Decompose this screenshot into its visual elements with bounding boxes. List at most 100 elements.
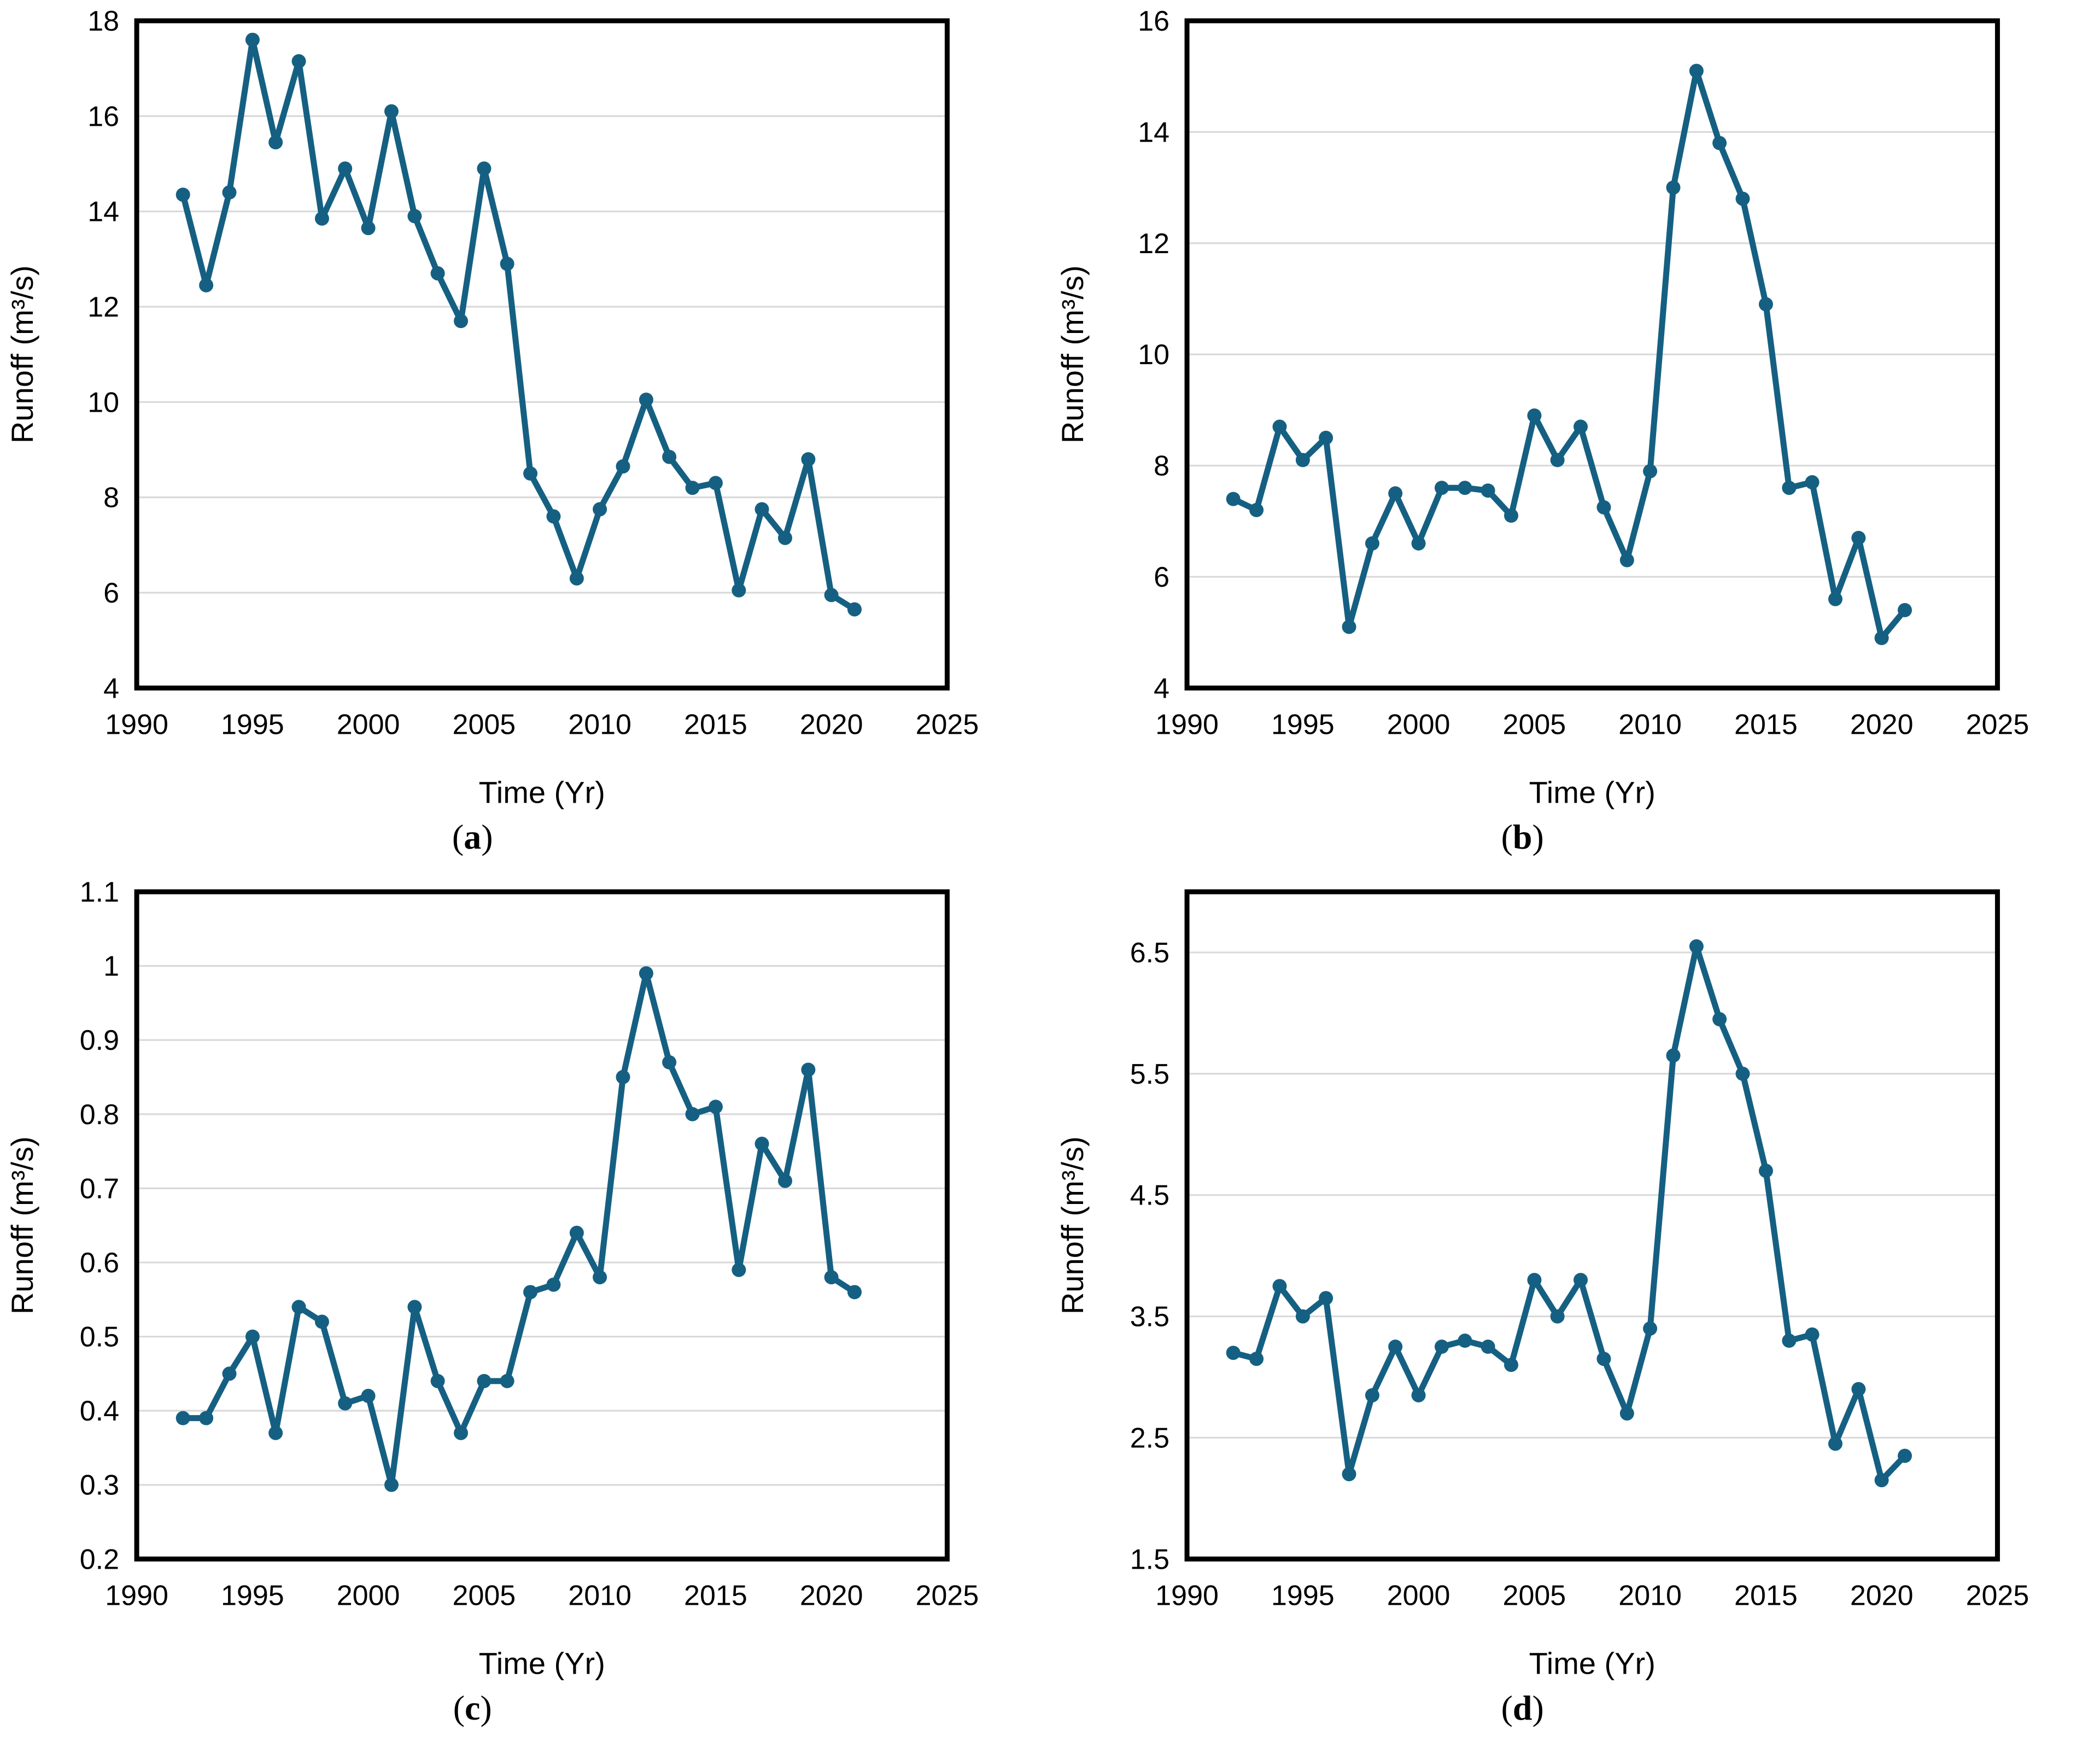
data-point xyxy=(1828,1436,1842,1451)
y-tick-label: 0.4 xyxy=(80,1395,119,1427)
data-point xyxy=(523,1285,538,1300)
plot-border xyxy=(134,889,950,1562)
data-point xyxy=(1388,486,1402,501)
data-point xyxy=(1712,1012,1727,1027)
data-point xyxy=(1596,1352,1611,1366)
x-tick-label: 2005 xyxy=(1502,709,1566,740)
data-point xyxy=(1874,630,1889,645)
caption-letter: a xyxy=(464,817,482,857)
plot-border xyxy=(1184,889,2000,1562)
y-tick-label: 8 xyxy=(1154,451,1169,482)
caption-letter: c xyxy=(465,1688,481,1728)
data-point xyxy=(1504,1358,1518,1372)
y-tick-label: 10 xyxy=(1138,339,1169,371)
data-point xyxy=(1249,1352,1263,1366)
data-point xyxy=(1758,297,1773,312)
x-tick-label: 2010 xyxy=(568,709,631,740)
data-point xyxy=(291,1300,306,1314)
y-tick-label: 12 xyxy=(87,291,119,323)
x-tick-label: 2015 xyxy=(1734,709,1798,740)
chart-a-canvas: 4 6 8 10 12 14 16 18 1990 1995 2000 2005 2010 2015 202… xyxy=(5,5,979,809)
x-tick-label: 1990 xyxy=(1155,709,1219,740)
x-tick-label: 2005 xyxy=(1502,1580,1566,1611)
x-tick-label: 2015 xyxy=(1734,1580,1798,1611)
data-point xyxy=(1805,475,1820,490)
x-tick-label: 1995 xyxy=(1271,1580,1334,1611)
y-tick-label: 6 xyxy=(103,577,119,609)
y-tick-label: 0.3 xyxy=(80,1470,119,1501)
data-point xyxy=(268,1425,283,1440)
data-point xyxy=(1365,1388,1379,1402)
y-tick-label: 16 xyxy=(87,101,119,132)
y-tick-label: 14 xyxy=(87,196,119,228)
caption-close-paren: ) xyxy=(480,1688,492,1728)
data-point xyxy=(593,1270,607,1284)
data-point xyxy=(1226,492,1241,506)
y-tick-label: 4 xyxy=(1154,673,1169,704)
data-point xyxy=(1642,1321,1657,1336)
data-point xyxy=(338,161,353,176)
data-point xyxy=(176,188,190,202)
chart-c-canvas: 0.2 0.3 0.4 0.5 0.6 0.7 0.8 0.9 1 1.1 1990 1995 2000… xyxy=(5,876,979,1680)
y-tick-label: 2.5 xyxy=(1130,1422,1169,1454)
data-point xyxy=(407,1300,422,1314)
data-point xyxy=(1805,1327,1820,1342)
data-point xyxy=(1781,481,1796,495)
data-point xyxy=(1481,1340,1495,1354)
y-tick-label: 0.6 xyxy=(80,1247,119,1279)
data-point xyxy=(593,502,607,517)
data-point xyxy=(1342,619,1356,634)
y-tick-labels: 1.5 2.5 3.5 4.5 5.5 6.5 xyxy=(1130,937,1169,1575)
chart-d-plot: 1.5 2.5 3.5 4.5 5.5 6.5 1990 1995 2000 2005 2010 20… xyxy=(1055,889,2029,1680)
x-tick-label: 2000 xyxy=(1387,709,1450,740)
data-point xyxy=(732,583,746,598)
data-point xyxy=(1619,553,1634,568)
chart-b-canvas: 4 6 8 10 12 14 16 1990 1995 2000 2005 2010 2015 2020 2… xyxy=(1055,5,2029,809)
x-tick-label: 2020 xyxy=(1850,1580,1913,1611)
chart-c-plot: 0.2 0.3 0.4 0.5 0.6 0.7 0.8 0.9 1 1.1 1990 1995 2000… xyxy=(5,876,979,1680)
data-point xyxy=(477,161,492,176)
data-point xyxy=(1689,63,1704,78)
data-point xyxy=(454,314,469,329)
data-point xyxy=(639,966,653,981)
y-tick-label: 14 xyxy=(1138,116,1169,148)
caption-close-paren: ) xyxy=(1532,1688,1544,1728)
data-point xyxy=(1619,1406,1634,1421)
data-point xyxy=(454,1425,469,1440)
data-point xyxy=(546,509,561,524)
y-tick-label: 1 xyxy=(103,951,119,983)
x-tick-label: 2025 xyxy=(916,709,979,740)
data-point xyxy=(1365,536,1379,551)
x-tick-label: 1995 xyxy=(221,1580,284,1611)
data-point xyxy=(1318,430,1333,445)
gridlines xyxy=(1186,131,1997,578)
data-point xyxy=(685,1107,700,1121)
runoff-series-line xyxy=(180,37,858,612)
data-point xyxy=(199,1411,214,1425)
data-point xyxy=(1318,1291,1333,1306)
data-point xyxy=(407,209,422,224)
data-point xyxy=(222,185,237,200)
caption-letter: b xyxy=(1512,817,1532,857)
data-point xyxy=(708,476,723,490)
data-point xyxy=(1272,419,1287,434)
data-point xyxy=(801,1062,816,1077)
panel-b: 4 6 8 10 12 14 16 1990 1995 2000 2005 2010 2015 2020 2… xyxy=(1050,0,2100,871)
data-point xyxy=(176,1411,190,1425)
data-point xyxy=(1550,1309,1565,1324)
data-point xyxy=(430,1373,445,1388)
x-tick-label: 1990 xyxy=(1155,1580,1219,1611)
y-tick-label: 10 xyxy=(87,387,119,418)
gridlines xyxy=(137,115,947,594)
y-axis-title: Runoff (m³/s) xyxy=(1055,1136,1090,1314)
data-point xyxy=(1295,453,1310,467)
x-axis-title: Time (Yr) xyxy=(479,775,605,809)
data-point xyxy=(1897,603,1912,617)
y-tick-label: 0.5 xyxy=(80,1322,119,1353)
data-points xyxy=(1226,63,1912,645)
y-tick-labels: 4 6 8 10 12 14 16 18 xyxy=(87,5,119,704)
data-point xyxy=(1226,1346,1241,1360)
y-tick-labels: 0.2 0.3 0.4 0.5 0.6 0.7 0.8 0.9 1 1.1 xyxy=(80,876,119,1575)
data-point xyxy=(1295,1309,1310,1324)
